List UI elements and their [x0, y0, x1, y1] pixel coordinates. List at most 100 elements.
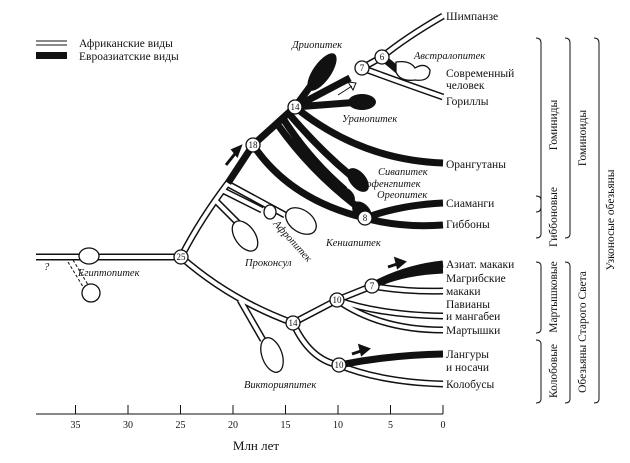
node-7-hominine: 7: [354, 60, 370, 76]
diagram-label: Кениапитек: [325, 238, 381, 249]
diagram-shape: [263, 204, 277, 220]
diagram-label: Проконсул: [244, 258, 292, 269]
diagram-label: Азиат. макаки: [446, 259, 514, 271]
diagram-shape: [354, 60, 370, 76]
axis-tick-label: 10: [333, 420, 343, 431]
diagram-label: 7: [360, 63, 365, 73]
diagram-label: Гиббоновые: [548, 187, 560, 247]
diagram-label: макаки: [446, 286, 481, 298]
axis-tick-label: 0: [441, 420, 446, 431]
diagram-label: Уранопитек: [342, 114, 397, 125]
diagram-label: Гориллы: [446, 96, 489, 108]
diagram-shape: [337, 81, 357, 96]
legend-eurasian-swatch: [36, 52, 67, 59]
eurasian-branches: [224, 53, 444, 369]
diagram-shape: [231, 220, 259, 252]
diagram-label: Современный: [446, 68, 514, 80]
nodes: 25 18 14 7 6 8 14 10 7 10: [173, 49, 390, 373]
diagram-shape: [351, 343, 371, 357]
diagram-label: Колобовые: [548, 344, 560, 398]
axis-tick-label: 5: [388, 420, 393, 431]
diagram-label: Ореопитек: [377, 190, 427, 201]
diagram-label: 14: [291, 102, 301, 112]
axis-tick-label: 30: [123, 420, 133, 431]
node-10-colobine: 10: [331, 357, 347, 373]
diagram-shape: [593, 37, 600, 404]
diagram-label: Гиббоны: [446, 219, 490, 231]
diagram-label: Шимпанзе: [446, 11, 498, 23]
axis-label: Млн лет: [233, 438, 280, 453]
diagram-label: 7: [370, 281, 375, 291]
diagram-label: Павианы: [446, 299, 490, 311]
diagram-shape: [395, 60, 431, 81]
axis-tick-label: 35: [71, 420, 81, 431]
diagram-shape: [535, 195, 542, 239]
fossil-labels: Дриопитек Австралопитек Уранопитек Сивап…: [44, 40, 485, 391]
legend-african: Африканские виды: [79, 38, 173, 50]
diagram-label: 25: [177, 252, 187, 262]
legend-eurasian: Евроазиатские виды: [79, 51, 179, 63]
diagram-shape: [307, 53, 337, 91]
diagram-label: Мартышки: [446, 325, 500, 337]
diagram-label: и носачи: [446, 362, 489, 374]
diagram-shape: [387, 256, 407, 270]
diagram-shape: [564, 261, 571, 404]
african-fossil-blobs: [78, 60, 431, 373]
time-axis: 35 30 25 20 15 10 5 0 Млн лет: [36, 405, 446, 453]
diagram-label: 10: [335, 360, 345, 370]
diagram-label: Сивапитек: [378, 167, 428, 178]
axis-tick-label: 15: [281, 420, 291, 431]
diagram-shape: [81, 283, 101, 303]
diagram-label: Гоминиды: [548, 99, 560, 150]
african-branches: [36, 12, 445, 388]
diagram-shape: [173, 249, 189, 265]
diagram-shape: [78, 247, 100, 265]
node-7-macaque: 7: [364, 278, 380, 294]
diagram-shape: [357, 210, 373, 226]
node-6: 6: [374, 49, 390, 65]
node-14-cercopithecid: 14: [285, 315, 301, 331]
diagram-label: Дриопитек: [291, 40, 342, 51]
node-10-cercopithecine: 10: [329, 292, 345, 308]
diagram-shape: [287, 99, 303, 115]
diagram-label: 6: [380, 52, 385, 62]
diagram-shape: [245, 137, 261, 153]
diagram-shape: [329, 292, 345, 308]
diagram-shape: [347, 168, 369, 192]
diagram-label: Египтопитек: [77, 268, 140, 279]
diagram-shape: [341, 187, 355, 203]
node-14-hominoid: 14: [287, 99, 303, 115]
diagram-label: Мартышковые: [548, 261, 560, 333]
diagram-shape: [260, 337, 284, 373]
diagram-label: Гоминоиды: [577, 110, 589, 167]
diagram-shape: [364, 278, 380, 294]
diagram-label: Австралопитек: [413, 51, 485, 62]
diagram-label: и мангабеи: [446, 311, 500, 323]
diagram-label: 8: [363, 213, 368, 223]
diagram-label: 14: [289, 318, 299, 328]
legend: Африканские виды Евроазиатские виды: [36, 38, 179, 63]
diagram-label: Обезьяны Старого Света: [577, 271, 589, 393]
diagram-shape: [535, 339, 542, 404]
diagram-shape: [285, 207, 317, 235]
diagram-label: Узконосые обезьяны: [605, 169, 617, 270]
diagram-label: Люфенгпитек: [356, 179, 421, 190]
diagram-shape: [535, 37, 542, 213]
diagram-label: Лангуры: [446, 349, 489, 361]
diagram-label: 10: [333, 295, 343, 305]
diagram-label: Викторияпитек: [244, 380, 316, 391]
group-brackets: Гоминиды Гиббоновые Мартышковые Колобовы…: [535, 37, 617, 404]
diagram-label: 18: [249, 140, 259, 150]
diagram-shape: [374, 49, 390, 65]
axis-tick-label: 20: [228, 420, 238, 431]
diagram-shape: [225, 74, 444, 369]
diagram-label: ?: [44, 262, 50, 273]
node-18: 18: [245, 137, 261, 153]
diagram-label: Магрибские: [446, 273, 506, 285]
node-8: 8: [357, 210, 373, 226]
diagram-label: Орангутаны: [446, 159, 506, 171]
diagram-label: Сиаманги: [446, 198, 494, 210]
diagram-label: человек: [446, 80, 485, 92]
node-25: 25: [173, 249, 189, 265]
